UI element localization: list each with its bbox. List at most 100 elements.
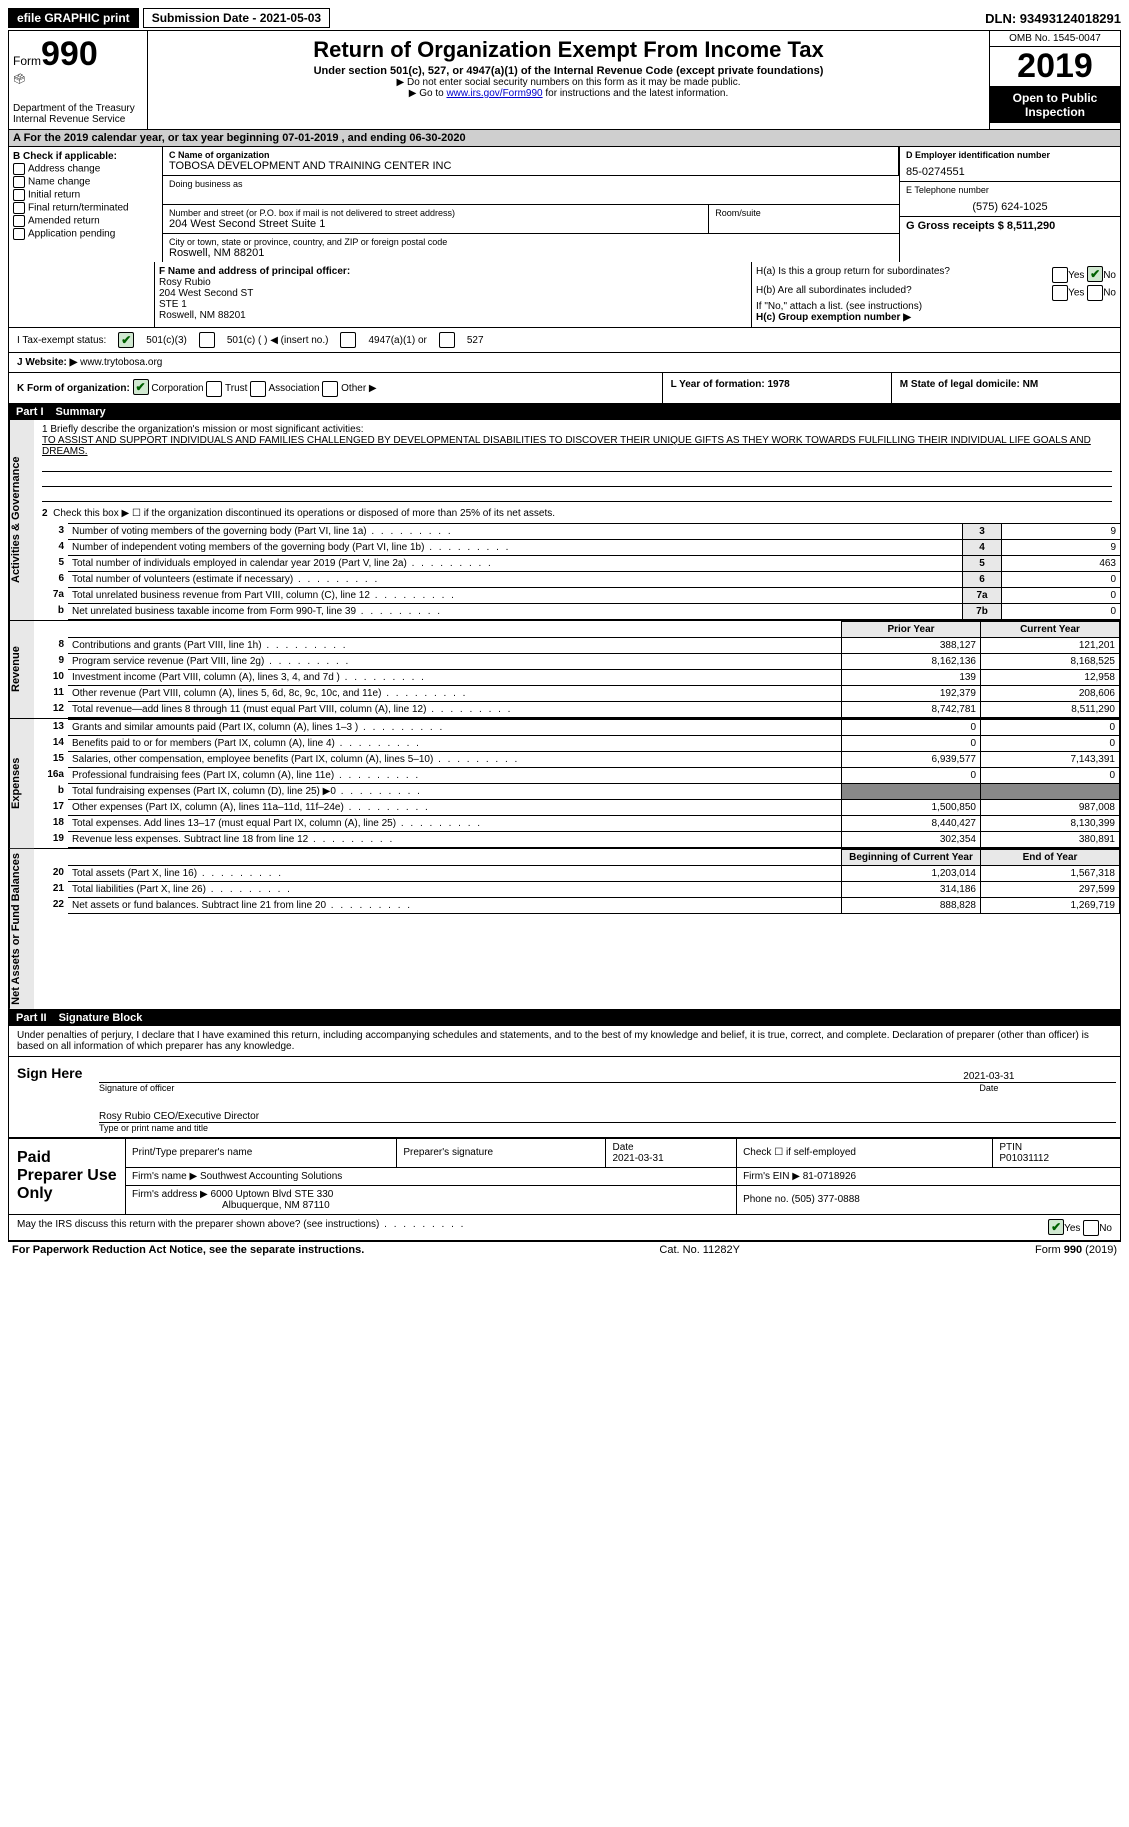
top-bar: efile GRAPHIC print Submission Date - 20…: [8, 8, 1121, 28]
form-subtitle: Under section 501(c), 527, or 4947(a)(1)…: [156, 65, 981, 77]
netassets-table: Beginning of Current YearEnd of Year20To…: [34, 849, 1120, 914]
discuss-row: May the IRS discuss this return with the…: [8, 1215, 1121, 1241]
check-association[interactable]: [250, 381, 266, 397]
addr-label: Number and street (or P.O. box if mail i…: [169, 208, 702, 218]
discuss-yes[interactable]: ✔: [1048, 1219, 1064, 1235]
mission-text: TO ASSIST AND SUPPORT INDIVIDUALS AND FA…: [42, 435, 1112, 457]
check-501c[interactable]: [199, 332, 215, 348]
penalty-text: Under penalties of perjury, I declare th…: [9, 1026, 1120, 1056]
city-val: Roswell, NM 88201: [169, 247, 893, 259]
h-a-no[interactable]: ✔: [1087, 266, 1103, 282]
check-name-change[interactable]: Name change: [13, 176, 158, 188]
note-link-pre: ▶ Go to: [409, 88, 447, 99]
discuss-no[interactable]: [1083, 1220, 1099, 1236]
dept-label: Department of the Treasury: [13, 103, 143, 114]
h-a-label: H(a) Is this a group return for subordin…: [756, 266, 950, 283]
check-amended[interactable]: Amended return: [13, 215, 158, 227]
website-label: J Website: ▶: [17, 357, 77, 368]
check-address-change[interactable]: Address change: [13, 163, 158, 175]
officer-addr2: STE 1: [159, 299, 747, 310]
officer-group-row: F Name and address of principal officer:…: [8, 262, 1121, 328]
firm-addr-row: Firm's address ▶ 6000 Uptown Blvd STE 33…: [126, 1185, 737, 1214]
prep-self-employed: Check ☐ if self-employed: [737, 1138, 993, 1167]
footer-mid: Cat. No. 11282Y: [659, 1244, 740, 1256]
officer-label: F Name and address of principal officer:: [159, 266, 350, 277]
revenue-section: Revenue Prior YearCurrent Year8Contribut…: [8, 621, 1121, 719]
footer-right: Form 990 (2019): [1035, 1244, 1117, 1256]
h-b-no[interactable]: [1087, 285, 1103, 301]
part2-label: Part II: [16, 1012, 59, 1024]
org-name-label: C Name of organization: [169, 150, 892, 160]
governance-section: Activities & Governance 1 Briefly descri…: [8, 420, 1121, 621]
note-link-row: ▶ Go to www.irs.gov/Form990 for instruct…: [156, 88, 981, 99]
governance-table: 3Number of voting members of the governi…: [34, 523, 1120, 620]
box-j: J Website: ▶ www.trytobosa.org: [8, 353, 1121, 373]
phone-label: E Telephone number: [906, 185, 1114, 195]
check-initial-return[interactable]: Initial return: [13, 189, 158, 201]
firm-phone-row: Phone no. (505) 377-0888: [737, 1185, 1121, 1214]
irs-label: Internal Revenue Service: [13, 114, 143, 125]
identity-block: B Check if applicable: Address change Na…: [8, 147, 1121, 262]
sig-officer-caption: Signature of officer: [99, 1083, 862, 1093]
officer-city: Roswell, NM 88201: [159, 310, 747, 321]
sig-date-caption: Date: [862, 1083, 1116, 1093]
expenses-section: Expenses 13Grants and similar amounts pa…: [8, 719, 1121, 849]
box-k: K Form of organization: ✔ Corporation Tr…: [9, 373, 662, 402]
form-header: Form990 🗳 Department of the Treasury Int…: [8, 30, 1121, 130]
period-row: A For the 2019 calendar year, or tax yea…: [8, 130, 1121, 147]
tax-exempt-label: I Tax-exempt status:: [17, 335, 106, 346]
check-other[interactable]: [322, 381, 338, 397]
form-title: Return of Organization Exempt From Incom…: [156, 37, 981, 63]
box-f: F Name and address of principal officer:…: [154, 262, 751, 327]
website-val: www.trytobosa.org: [80, 357, 162, 368]
officer-addr1: 204 West Second ST: [159, 288, 747, 299]
box-b-title: B Check if applicable:: [13, 151, 158, 162]
h-b-yes[interactable]: [1052, 285, 1068, 301]
efile-icon: 🗳: [13, 74, 143, 85]
gross-receipts: G Gross receipts $ 8,511,290: [906, 220, 1114, 232]
header-left: Form990 🗳 Department of the Treasury Int…: [9, 31, 148, 129]
ein-label: D Employer identification number: [906, 150, 1050, 160]
submission-date-button[interactable]: Submission Date - 2021-05-03: [143, 8, 330, 28]
box-right-col: D Employer identification number 85-0274…: [899, 147, 1120, 262]
box-klm: K Form of organization: ✔ Corporation Tr…: [8, 373, 1121, 403]
h-b-label: H(b) Are all subordinates included?: [756, 285, 912, 301]
header-right: OMB No. 1545-0047 2019 Open to Public In…: [989, 31, 1120, 129]
omb-label: OMB No. 1545-0047: [990, 31, 1120, 47]
netassets-section: Net Assets or Fund Balances Beginning of…: [8, 849, 1121, 1010]
street-address: 204 West Second Street Suite 1: [169, 218, 702, 230]
firm-name-row: Firm's name ▶ Southwest Accounting Solut…: [126, 1167, 737, 1185]
part2-header: Part II Signature Block: [8, 1010, 1121, 1026]
check-corporation[interactable]: ✔: [133, 379, 149, 395]
check-501c3[interactable]: ✔: [118, 332, 134, 348]
check-527[interactable]: [439, 332, 455, 348]
box-m: M State of legal domicile: NM: [891, 373, 1120, 402]
h-c-label: H(c) Group exemption number ▶: [756, 312, 1116, 323]
h-a-yes[interactable]: [1052, 267, 1068, 283]
irs-link[interactable]: www.irs.gov/Form990: [446, 88, 542, 99]
check-4947[interactable]: [340, 332, 356, 348]
part1-label: Part I: [16, 406, 56, 418]
part1-title: Summary: [56, 406, 106, 418]
dba-label: Doing business as: [169, 179, 893, 189]
prep-ptin: PTINP01031112: [993, 1138, 1121, 1167]
note-ssn: ▶ Do not enter social security numbers o…: [156, 77, 981, 88]
box-b: B Check if applicable: Address change Na…: [9, 147, 162, 262]
open-public-label: Open to Public Inspection: [990, 87, 1120, 123]
city-label: City or town, state or province, country…: [169, 237, 893, 247]
efile-print-button[interactable]: efile GRAPHIC print: [8, 8, 139, 28]
mission-q: 1 Briefly describe the organization's mi…: [42, 424, 1112, 435]
tax-year: 2019: [990, 47, 1120, 87]
dln-label: DLN: 93493124018291: [985, 11, 1121, 26]
form-org-label: K Form of organization:: [17, 383, 130, 394]
h-b-note: If "No," attach a list. (see instruction…: [756, 301, 1116, 312]
sign-here-label: Sign Here: [9, 1057, 95, 1137]
preparer-table: Paid Preparer Use Only Print/Type prepar…: [8, 1138, 1121, 1215]
check-trust[interactable]: [206, 381, 222, 397]
part1-header: Part I Summary: [8, 404, 1121, 420]
ein-val: 85-0274551: [906, 166, 1114, 178]
check-application-pending[interactable]: Application pending: [13, 228, 158, 240]
check-final-return[interactable]: Final return/terminated: [13, 202, 158, 214]
side-netassets: Net Assets or Fund Balances: [9, 849, 34, 1009]
prep-sig-label: Preparer's signature: [397, 1138, 606, 1167]
